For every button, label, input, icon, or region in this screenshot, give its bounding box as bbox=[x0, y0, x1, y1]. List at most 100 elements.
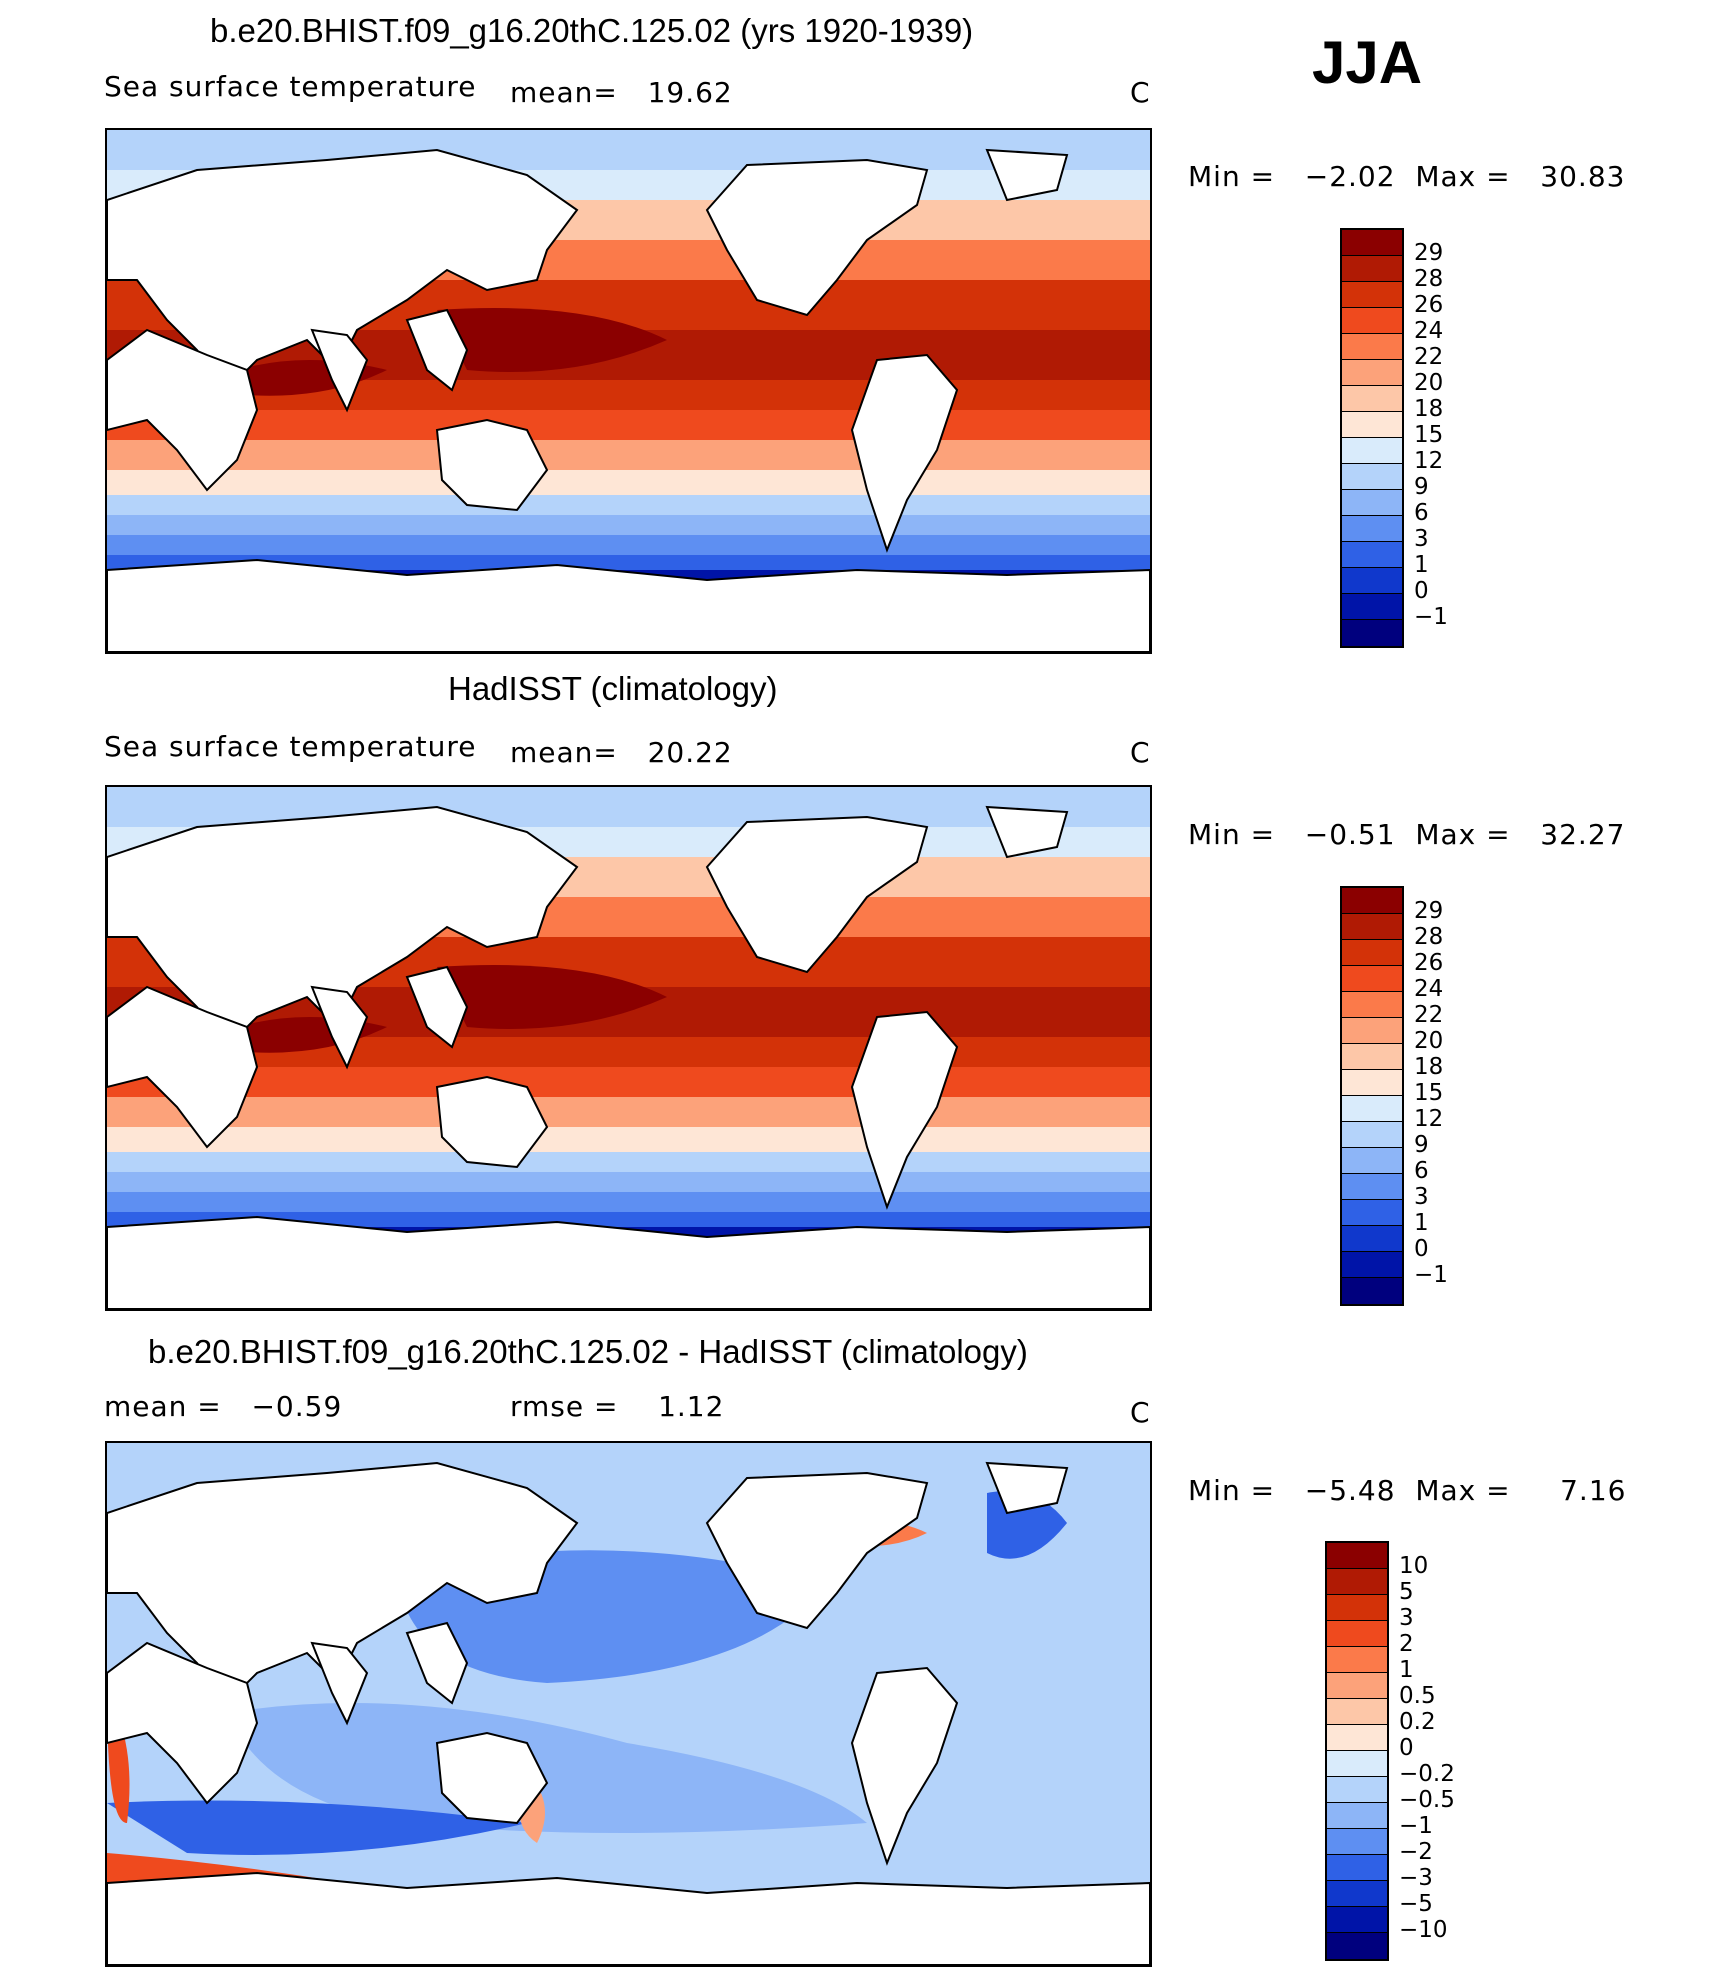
colorbar bbox=[1340, 886, 1404, 1306]
world-map bbox=[105, 1441, 1152, 1967]
colorbar-tick-label: 12 bbox=[1414, 1106, 1444, 1132]
min-max-readout: Min = −2.02 Max = 30.83 bbox=[1188, 160, 1626, 193]
land-outline bbox=[850, 353, 959, 553]
colorbar-segment bbox=[1342, 1096, 1402, 1122]
map-field-patch bbox=[437, 965, 667, 1029]
colorbar-segment bbox=[1342, 1148, 1402, 1174]
land-outline bbox=[405, 308, 469, 392]
colorbar-segment bbox=[1327, 1647, 1387, 1673]
colorbar-segment bbox=[1327, 1803, 1387, 1829]
colorbar-tick-label: −5 bbox=[1399, 1891, 1433, 1917]
colorbar-segment bbox=[1342, 888, 1402, 914]
colorbar bbox=[1340, 228, 1404, 648]
land-outline bbox=[310, 985, 369, 1070]
map-sst-band bbox=[107, 1172, 1150, 1192]
colorbar-tick-label: 29 bbox=[1414, 898, 1444, 924]
colorbar-segment bbox=[1342, 1018, 1402, 1044]
colorbar-tick-label: 3 bbox=[1414, 526, 1429, 552]
colorbar-segment bbox=[1342, 1200, 1402, 1226]
colorbar-tick-label: 1 bbox=[1414, 1210, 1429, 1236]
map-sst-band bbox=[107, 440, 1150, 470]
land-outline bbox=[985, 1461, 1069, 1515]
colorbar-tick-label: 15 bbox=[1414, 1080, 1444, 1106]
colorbar-segment bbox=[1327, 1595, 1387, 1621]
colorbar-tick-label: 0.2 bbox=[1399, 1709, 1436, 1735]
colorbar bbox=[1325, 1541, 1389, 1961]
map-sst-band bbox=[107, 1192, 1150, 1212]
colorbar-tick-label: 0 bbox=[1414, 578, 1429, 604]
colorbar-tick-label: 2 bbox=[1399, 1631, 1414, 1657]
colorbar-segment bbox=[1342, 992, 1402, 1018]
panel-title: b.e20.BHIST.f09_g16.20thC.125.02 (yrs 19… bbox=[210, 12, 974, 49]
mean-value: mean= 20.22 bbox=[510, 736, 733, 769]
colorbar-tick-label: −0.2 bbox=[1399, 1761, 1455, 1787]
map-field-patch bbox=[227, 1703, 867, 1833]
colorbar-tick-label: −1 bbox=[1414, 1262, 1448, 1288]
colorbar-tick-label: −2 bbox=[1399, 1839, 1433, 1865]
colorbar-tick-label: 3 bbox=[1399, 1605, 1414, 1631]
colorbar-segment bbox=[1342, 966, 1402, 992]
land-outline bbox=[107, 1215, 1150, 1309]
season-label: JJA bbox=[1312, 29, 1423, 96]
colorbar-tick-label: 22 bbox=[1414, 1002, 1444, 1028]
colorbar-tick-label: 9 bbox=[1414, 474, 1429, 500]
land-outline bbox=[107, 328, 259, 492]
land-outline bbox=[435, 1731, 549, 1825]
colorbar-segment bbox=[1327, 1829, 1387, 1855]
map-sst-band bbox=[107, 1212, 1150, 1227]
colorbar-segment bbox=[1342, 464, 1402, 490]
colorbar-tick-label: 24 bbox=[1414, 976, 1444, 1002]
land-outline bbox=[107, 985, 259, 1149]
colorbar-segment bbox=[1342, 1226, 1402, 1252]
map-field-patch bbox=[437, 308, 667, 372]
land-outline bbox=[985, 148, 1069, 202]
colorbar-segment bbox=[1342, 1278, 1402, 1304]
colorbar-segment bbox=[1342, 542, 1402, 568]
land-outline bbox=[107, 148, 579, 392]
land-outline bbox=[705, 815, 929, 974]
panel-title: HadISST (climatology) bbox=[448, 670, 778, 707]
colorbar-segment bbox=[1327, 1933, 1387, 1959]
map-sst-band bbox=[107, 470, 1150, 495]
colorbar-segment bbox=[1342, 308, 1402, 334]
colorbar-segment bbox=[1327, 1751, 1387, 1777]
land-outline bbox=[435, 1075, 549, 1169]
map-sst-band bbox=[107, 1152, 1150, 1172]
colorbar-tick-label: 28 bbox=[1414, 924, 1444, 950]
colorbar-tick-label: 9 bbox=[1414, 1132, 1429, 1158]
colorbar-segment bbox=[1342, 568, 1402, 594]
colorbar-segment bbox=[1342, 412, 1402, 438]
colorbar-segment bbox=[1342, 230, 1402, 256]
map-sst-band bbox=[107, 1127, 1150, 1152]
map-sst-band bbox=[107, 1097, 1150, 1127]
colorbar-segment bbox=[1327, 1543, 1387, 1569]
colorbar-tick-label: 22 bbox=[1414, 344, 1444, 370]
map-canvas bbox=[107, 1443, 1150, 1965]
map-sst-band bbox=[107, 410, 1150, 440]
colorbar-segment bbox=[1342, 1174, 1402, 1200]
colorbar-tick-label: 1 bbox=[1414, 552, 1429, 578]
colorbar-tick-label: 28 bbox=[1414, 266, 1444, 292]
land-outline bbox=[405, 1621, 469, 1705]
map-sst-band bbox=[107, 495, 1150, 515]
colorbar-segment bbox=[1342, 282, 1402, 308]
panel-title: b.e20.BHIST.f09_g16.20thC.125.02 - HadIS… bbox=[148, 1333, 1028, 1370]
land-outline bbox=[107, 805, 579, 1049]
colorbar-segment bbox=[1342, 914, 1402, 940]
colorbar-tick-label: −3 bbox=[1399, 1865, 1433, 1891]
map-canvas bbox=[107, 130, 1150, 652]
colorbar-tick-label: 20 bbox=[1414, 1028, 1444, 1054]
mean-value: mean= 19.62 bbox=[510, 76, 733, 109]
min-max-readout: Min = −5.48 Max = 7.16 bbox=[1188, 1474, 1627, 1507]
land-outline bbox=[705, 158, 929, 317]
colorbar-segment bbox=[1327, 1621, 1387, 1647]
rmse-value: rmse = 1.12 bbox=[510, 1390, 725, 1423]
colorbar-segment bbox=[1342, 256, 1402, 282]
colorbar-segment bbox=[1327, 1907, 1387, 1933]
variable-name: Sea surface temperature bbox=[104, 70, 477, 103]
colorbar-tick-label: 0.5 bbox=[1399, 1683, 1436, 1709]
colorbar-segment bbox=[1342, 1252, 1402, 1278]
land-outline bbox=[107, 1461, 579, 1705]
colorbar-segment bbox=[1342, 360, 1402, 386]
land-outline bbox=[850, 1666, 959, 1866]
